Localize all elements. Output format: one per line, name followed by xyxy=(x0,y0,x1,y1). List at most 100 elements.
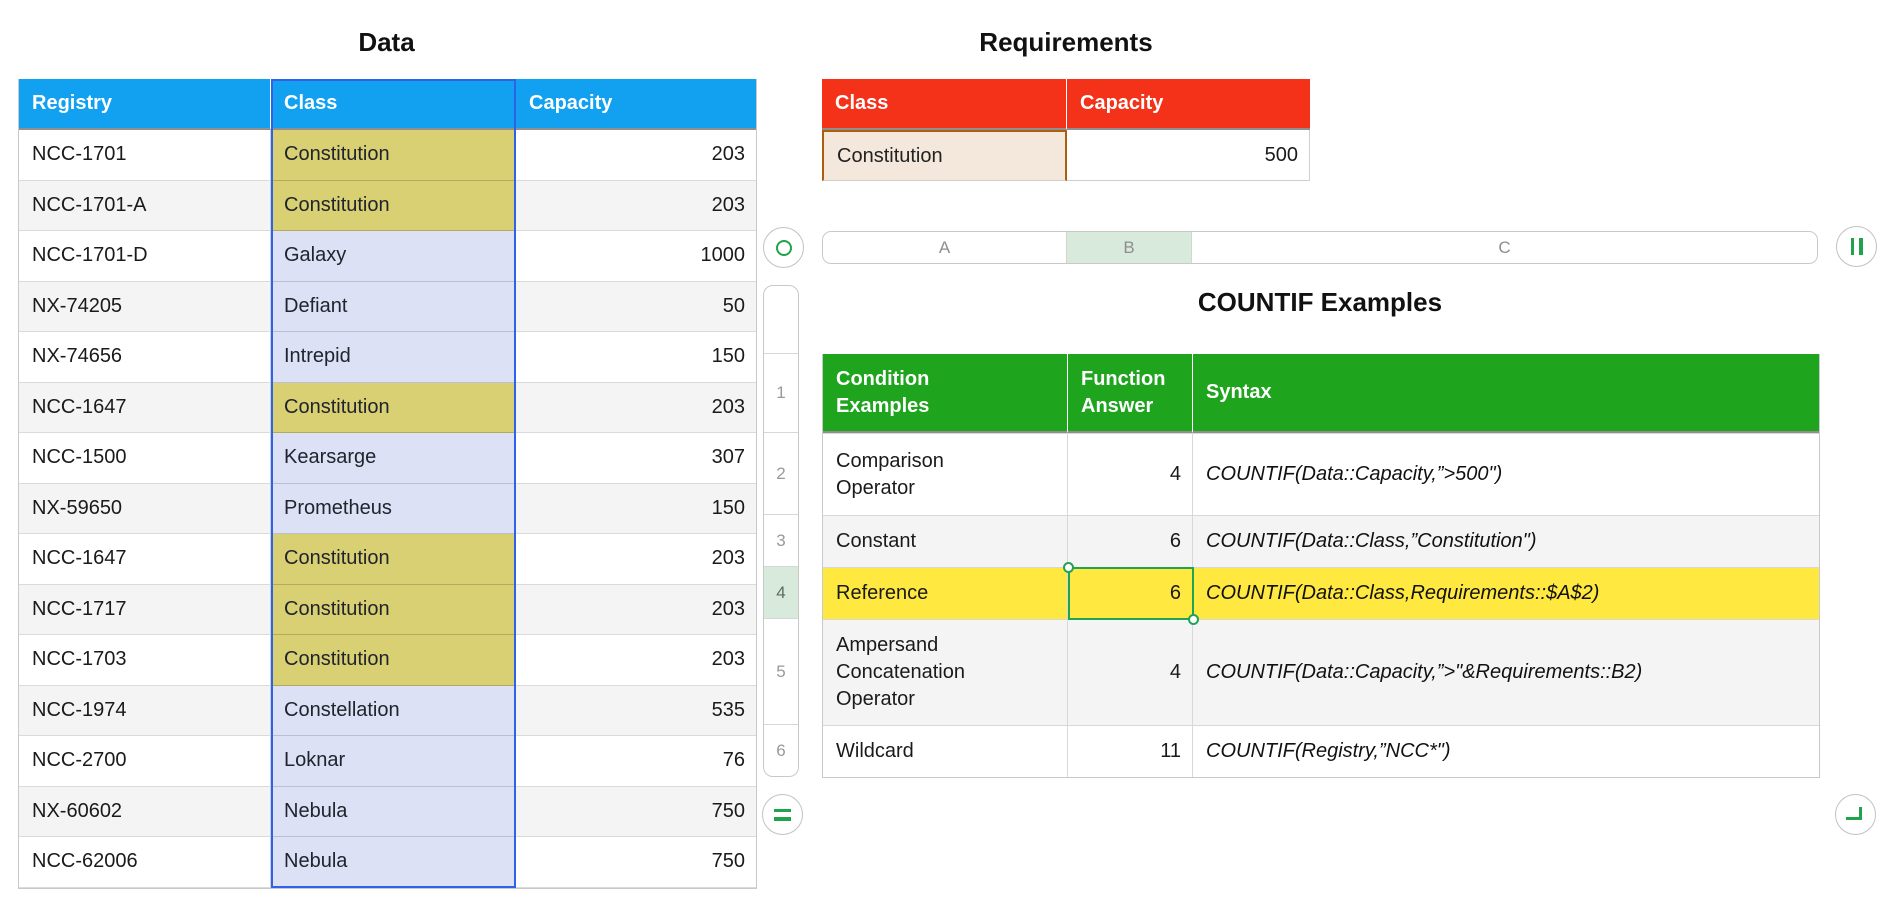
data-cell-registry[interactable]: NX-59650 xyxy=(19,483,271,534)
data-cell-class[interactable]: Constitution xyxy=(271,130,516,181)
countif-header-answer[interactable]: Function Answer xyxy=(1068,354,1193,433)
data-table-body: NCC-1701 Constitution 203 NCC-1701-A Constit… xyxy=(19,130,756,888)
data-cell-capacity[interactable]: 150 xyxy=(516,483,756,534)
countif-cell-condition[interactable]: Wildcard xyxy=(823,725,1068,777)
data-cell-class[interactable]: Constellation xyxy=(271,685,516,736)
row-header-1[interactable]: 1 xyxy=(764,353,798,432)
data-cell-capacity[interactable]: 76 xyxy=(516,736,756,787)
countif-header-syntax[interactable]: Syntax xyxy=(1193,354,1819,433)
corner-bracket-icon xyxy=(1845,806,1862,820)
data-header-registry[interactable]: Registry xyxy=(19,79,271,130)
data-cell-class[interactable]: Galaxy xyxy=(271,231,516,282)
column-header-c[interactable]: C xyxy=(1498,237,1511,257)
data-cell-registry[interactable]: NCC-1701-D xyxy=(19,231,271,282)
requirements-header-class[interactable]: Class xyxy=(822,79,1067,130)
row-header-3[interactable]: 3 xyxy=(764,514,798,566)
countif-cell-condition[interactable]: Comparison Operator xyxy=(823,433,1068,515)
data-cell-class[interactable]: Loknar xyxy=(271,736,516,787)
data-cell-capacity[interactable]: 750 xyxy=(516,786,756,837)
countif-cell-syntax[interactable]: COUNTIF(Data::Class,Requirements::$A$2) xyxy=(1193,567,1819,619)
countif-cell-answer[interactable]: 6 xyxy=(1068,515,1193,567)
data-cell-registry[interactable]: NCC-1647 xyxy=(19,382,271,433)
data-cell-registry[interactable]: NCC-62006 xyxy=(19,837,271,888)
data-cell-capacity[interactable]: 203 xyxy=(516,382,756,433)
data-table: Registry Class Capacity NCC-1701 Constitu… xyxy=(18,79,757,889)
countif-cell-answer[interactable]: 6 xyxy=(1068,567,1193,619)
countif-cell-answer[interactable]: 4 xyxy=(1068,433,1193,515)
row-header-2[interactable]: 2 xyxy=(764,432,798,514)
data-cell-capacity[interactable]: 150 xyxy=(516,332,756,383)
data-cell-class[interactable]: Constitution xyxy=(271,534,516,585)
data-cell-class[interactable]: Intrepid xyxy=(271,332,516,383)
data-cell-class[interactable]: Constitution xyxy=(271,584,516,635)
data-cell-registry[interactable]: NCC-2700 xyxy=(19,736,271,787)
circle-outline-icon xyxy=(775,239,792,256)
countif-cell-condition[interactable]: Ampersand Concatenation Operator xyxy=(823,619,1068,725)
data-cell-class[interactable]: Nebula xyxy=(271,837,516,888)
data-cell-class[interactable]: Prometheus xyxy=(271,483,516,534)
data-cell-registry[interactable]: NCC-1500 xyxy=(19,433,271,484)
countif-table: Condition Examples Function Answer Synta… xyxy=(822,354,1820,778)
data-cell-capacity[interactable]: 307 xyxy=(516,433,756,484)
data-cell-registry[interactable]: NCC-1701-A xyxy=(19,180,271,231)
data-cell-class[interactable]: Kearsarge xyxy=(271,433,516,484)
data-header-capacity[interactable]: Capacity xyxy=(516,79,756,130)
data-cell-capacity[interactable]: 203 xyxy=(516,635,756,686)
data-cell-registry[interactable]: NX-74656 xyxy=(19,332,271,383)
data-cell-registry[interactable]: NX-74205 xyxy=(19,281,271,332)
row-header-4[interactable]: 4 xyxy=(764,566,798,618)
countif-cell-syntax[interactable]: COUNTIF(Data::Capacity,”>500") xyxy=(1193,433,1819,515)
data-cell-class[interactable]: Constitution xyxy=(271,635,516,686)
data-table-title[interactable]: Data xyxy=(358,27,415,57)
countif-cell-syntax[interactable]: COUNTIF(Data::Class,”Constitution") xyxy=(1193,515,1819,567)
data-header-class[interactable]: Class xyxy=(271,79,516,130)
countif-cell-condition[interactable]: Reference xyxy=(823,567,1068,619)
data-cell-registry[interactable]: NCC-1974 xyxy=(19,685,271,736)
data-cell-capacity[interactable]: 1000 xyxy=(516,231,756,282)
requirements-class-cell[interactable]: Constitution xyxy=(822,130,1067,181)
data-cell-capacity[interactable]: 203 xyxy=(516,180,756,231)
data-cell-capacity[interactable]: 750 xyxy=(516,837,756,888)
countif-cell-answer[interactable]: 4 xyxy=(1068,619,1193,725)
data-cell-registry[interactable]: NX-60602 xyxy=(19,786,271,837)
data-cell-registry[interactable]: NCC-1647 xyxy=(19,534,271,585)
requirements-capacity-cell[interactable]: 500 xyxy=(1067,130,1310,181)
data-table-header: Registry Class Capacity xyxy=(19,79,756,130)
double-horizontal-bars-icon xyxy=(774,808,791,821)
column-ruler: A B C xyxy=(822,231,1818,264)
data-cell-registry[interactable]: NCC-1717 xyxy=(19,584,271,635)
countif-header-condition[interactable]: Condition Examples xyxy=(823,354,1068,433)
add-row-handle-button[interactable] xyxy=(762,794,803,835)
resize-table-handle-button[interactable] xyxy=(1835,794,1876,835)
add-column-handle-button[interactable] xyxy=(1836,226,1877,267)
countif-cell-syntax[interactable]: COUNTIF(Registry,”NCC*") xyxy=(1193,725,1819,777)
row-header-title[interactable] xyxy=(764,286,798,353)
data-cell-registry[interactable]: NCC-1701 xyxy=(19,130,271,181)
data-cell-capacity[interactable]: 535 xyxy=(516,685,756,736)
row-header-6[interactable]: 6 xyxy=(764,724,798,776)
data-cell-class[interactable]: Constitution xyxy=(271,180,516,231)
requirements-table-title[interactable]: Requirements xyxy=(979,27,1153,57)
data-cell-capacity[interactable]: 203 xyxy=(516,584,756,635)
requirements-header: Class Capacity xyxy=(822,79,1310,130)
countif-cell-answer[interactable]: 11 xyxy=(1068,725,1193,777)
table-handle-button[interactable] xyxy=(763,227,804,268)
countif-cell-syntax[interactable]: COUNTIF(Data::Capacity,”>"&Requirements:… xyxy=(1193,619,1819,725)
row-header-5[interactable]: 5 xyxy=(764,618,798,724)
row-number-strip: 1 2 3 4 5 6 xyxy=(763,285,799,777)
data-cell-capacity[interactable]: 50 xyxy=(516,281,756,332)
countif-cell-condition[interactable]: Constant xyxy=(823,515,1068,567)
data-cell-class[interactable]: Nebula xyxy=(271,786,516,837)
data-cell-capacity[interactable]: 203 xyxy=(516,534,756,585)
requirements-header-capacity[interactable]: Capacity xyxy=(1067,79,1310,130)
column-header-a[interactable]: A xyxy=(823,232,1067,263)
data-cell-class[interactable]: Defiant xyxy=(271,281,516,332)
data-cell-capacity[interactable]: 203 xyxy=(516,130,756,181)
double-vertical-bars-icon xyxy=(1850,238,1863,255)
requirements-row: Constitution 500 xyxy=(822,130,1310,181)
countif-table-title[interactable]: COUNTIF Examples xyxy=(1197,287,1443,317)
data-cell-class[interactable]: Constitution xyxy=(271,382,516,433)
column-header-b[interactable]: B xyxy=(1067,232,1192,263)
data-cell-registry[interactable]: NCC-1703 xyxy=(19,635,271,686)
